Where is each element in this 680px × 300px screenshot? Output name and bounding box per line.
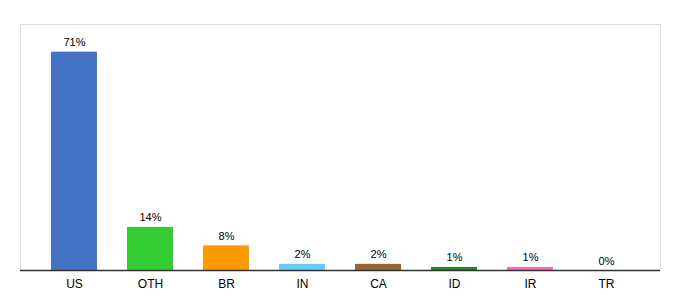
svg-text:71%: 71% xyxy=(63,36,85,48)
svg-text:0%: 0% xyxy=(599,255,615,267)
svg-text:2%: 2% xyxy=(295,248,311,260)
svg-text:CA: CA xyxy=(370,277,387,291)
svg-text:8%: 8% xyxy=(219,230,235,242)
svg-text:1%: 1% xyxy=(447,251,463,263)
svg-text:IN: IN xyxy=(297,277,309,291)
svg-text:TR: TR xyxy=(599,277,615,291)
svg-text:IR: IR xyxy=(525,277,537,291)
svg-text:2%: 2% xyxy=(371,248,387,260)
svg-text:BR: BR xyxy=(218,277,235,291)
svg-text:US: US xyxy=(66,277,83,291)
svg-text:1%: 1% xyxy=(523,251,539,263)
svg-text:14%: 14% xyxy=(139,211,161,223)
svg-text:ID: ID xyxy=(449,277,461,291)
svg-text:OTH: OTH xyxy=(138,277,163,291)
